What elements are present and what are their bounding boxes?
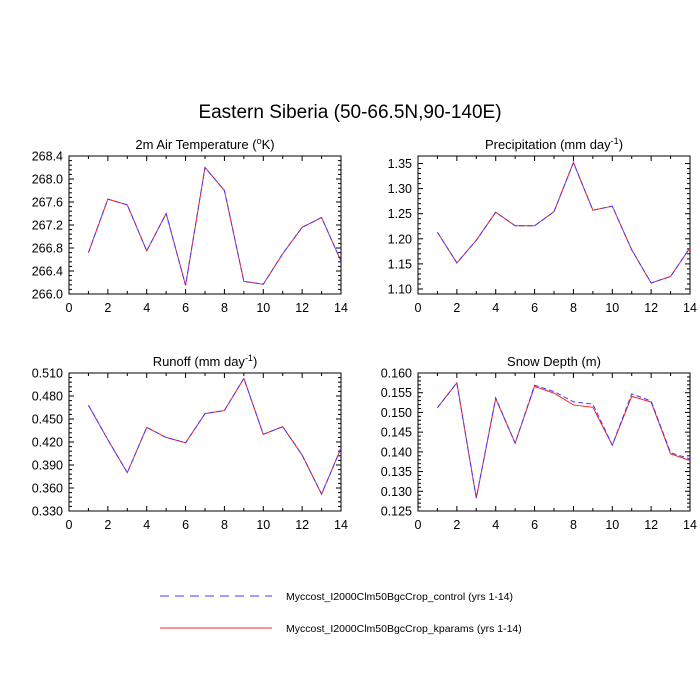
- panel-title: Runoff (mm day-1): [153, 353, 258, 369]
- y-tick-label: 0.140: [381, 445, 412, 459]
- x-tick-label: 8: [221, 518, 228, 532]
- y-tick-label: 267.2: [32, 219, 63, 233]
- series-line-control: [437, 381, 690, 499]
- y-tick-label: 0.420: [32, 436, 63, 450]
- legend-label-control: Myccost_I2000Clm50BgcCrop_control (yrs 1…: [286, 591, 513, 603]
- plot-frame: [68, 372, 342, 512]
- x-tick-label: 2: [453, 518, 460, 532]
- x-tick-label: 14: [334, 518, 348, 532]
- plot-frame: [68, 155, 342, 295]
- x-tick-label: 2: [104, 518, 111, 532]
- x-tick-label: 0: [66, 301, 73, 315]
- x-tick-label: 6: [182, 301, 189, 315]
- x-tick-label: 8: [570, 301, 577, 315]
- y-tick-label: 0.360: [32, 482, 63, 496]
- x-tick-label: 6: [182, 518, 189, 532]
- y-tick-label: 266.4: [32, 265, 63, 279]
- y-tick-label: 267.6: [32, 196, 63, 210]
- x-tick-label: 2: [104, 301, 111, 315]
- panel-title: Precipitation (mm day-1): [485, 136, 623, 152]
- x-tick-label: 0: [66, 518, 73, 532]
- legend: Myccost_I2000Clm50BgcCrop_control (yrs 1…: [160, 591, 522, 635]
- y-tick-label: 0.480: [32, 390, 63, 404]
- x-tick-label: 10: [605, 301, 619, 315]
- legend-label-kparams: Myccost_I2000Clm50BgcCrop_kparams (yrs 1…: [286, 623, 522, 635]
- x-tick-label: 12: [644, 518, 658, 532]
- main-title: Eastern Siberia (50-66.5N,90-140E): [198, 102, 502, 123]
- y-tick-label: 0.155: [381, 386, 412, 400]
- panel-3: Runoff (mm day-1) 0 2 4 6 8 10 12 14 0.330 0.360 0.…: [32, 353, 348, 532]
- x-tick-label: 6: [531, 301, 538, 315]
- series-line-kparams: [87, 377, 341, 496]
- x-tick-label: 12: [644, 301, 658, 315]
- y-tick-label: 266.0: [32, 288, 63, 302]
- x-tick-label: 14: [334, 301, 348, 315]
- y-tick-label: 0.390: [32, 459, 63, 473]
- x-tick-label: 8: [221, 301, 228, 315]
- y-tick-label: 0.125: [381, 505, 412, 519]
- series-line-kparams: [437, 161, 690, 284]
- y-tick-label: 1.25: [388, 207, 412, 221]
- x-tick-label: 14: [683, 518, 697, 532]
- y-tick-label: 0.160: [381, 367, 412, 381]
- panels-group: 2m Air Temperature (oK) 0 2 4 6 8 10 12 14 266.0 2…: [32, 136, 697, 532]
- x-tick-label: 14: [683, 301, 697, 315]
- y-tick-label: 0.450: [32, 413, 63, 427]
- x-tick-label: 4: [492, 301, 499, 315]
- y-tick-label: 268.0: [32, 173, 63, 187]
- y-tick-label: 1.30: [388, 182, 412, 196]
- y-tick-label: 1.35: [388, 157, 412, 171]
- y-tick-label: 1.10: [388, 282, 412, 296]
- y-tick-label: 0.510: [32, 367, 63, 381]
- x-tick-label: 2: [453, 301, 460, 315]
- series-line-kparams: [87, 166, 341, 286]
- series-line-kparams: [437, 381, 690, 499]
- panel-4: Snow Depth (m) 0 2 4 6 8 10 12 14 0.125 0.130 0.135…: [381, 354, 697, 532]
- y-tick-label: 268.4: [32, 150, 63, 164]
- panel-2: Precipitation (mm day-1) 0 2 4 6 8 10 12 14 1.10 1…: [388, 136, 697, 315]
- x-tick-label: 0: [415, 301, 422, 315]
- y-tick-label: 0.135: [381, 465, 412, 479]
- y-tick-label: 1.15: [388, 257, 412, 271]
- series-line-control: [87, 377, 341, 496]
- x-tick-label: 4: [143, 301, 150, 315]
- x-tick-label: 10: [256, 518, 270, 532]
- y-tick-label: 266.8: [32, 242, 63, 256]
- y-tick-label: 0.145: [381, 426, 412, 440]
- x-tick-label: 12: [295, 518, 309, 532]
- series-line-control: [87, 166, 341, 286]
- x-tick-label: 10: [605, 518, 619, 532]
- x-tick-label: 0: [415, 518, 422, 532]
- y-tick-label: 0.330: [32, 505, 63, 519]
- x-tick-label: 10: [256, 301, 270, 315]
- x-tick-label: 8: [570, 518, 577, 532]
- x-tick-label: 6: [531, 518, 538, 532]
- x-tick-label: 4: [143, 518, 150, 532]
- plot-frame: [417, 155, 691, 295]
- y-tick-label: 0.150: [381, 406, 412, 420]
- panel-1: 2m Air Temperature (oK) 0 2 4 6 8 10 12 14 266.0 2…: [32, 136, 348, 315]
- x-tick-label: 12: [295, 301, 309, 315]
- panel-title: 2m Air Temperature (oK): [135, 136, 274, 152]
- x-tick-label: 4: [492, 518, 499, 532]
- y-tick-label: 0.130: [381, 485, 412, 499]
- panel-title: Snow Depth (m): [507, 354, 601, 369]
- series-line-control: [437, 161, 690, 284]
- y-tick-label: 1.20: [388, 232, 412, 246]
